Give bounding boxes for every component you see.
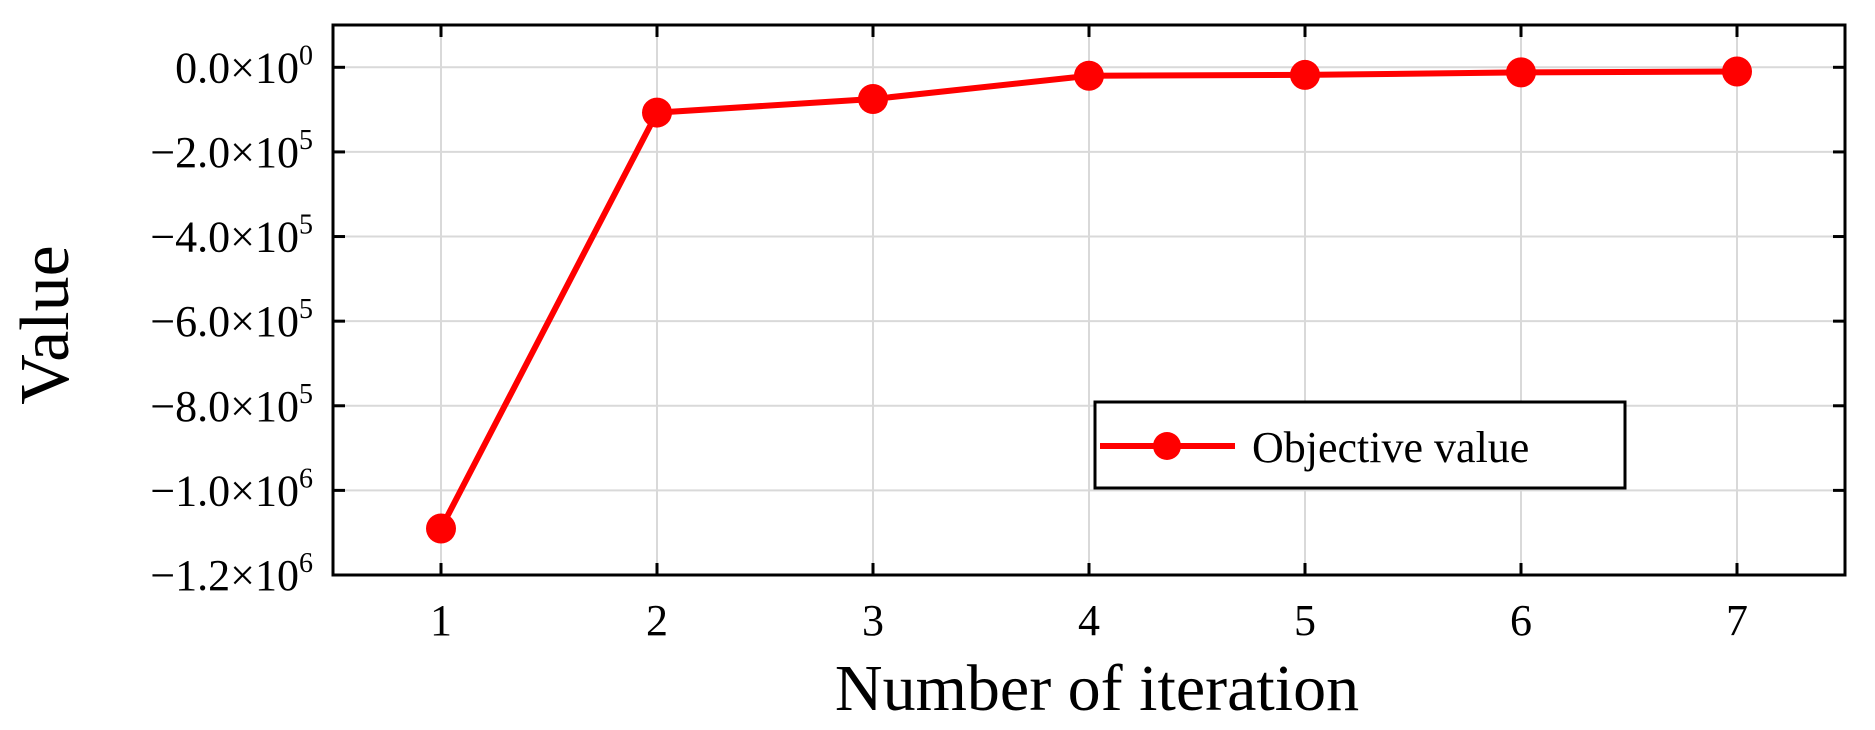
- legend-series-marker: [1153, 432, 1181, 460]
- legend-series-label: Objective value: [1252, 423, 1529, 472]
- data-point-4: [1074, 60, 1104, 91]
- x-tick-label-2: 2: [646, 596, 668, 645]
- y-axis-title: Value: [7, 245, 84, 404]
- y-tick-label-7: −1.2×106: [150, 548, 313, 600]
- x-tick-label-7: 7: [1726, 596, 1748, 645]
- legend: Objective value: [1093, 400, 1627, 490]
- y-tick-label-6: −1.0×106: [150, 463, 313, 515]
- y-tick-label-1: 0.0×100: [175, 40, 313, 92]
- x-tick-label-6: 6: [1510, 596, 1532, 645]
- y-tick-label-2: −2.0×105: [150, 125, 313, 177]
- data-point-5: [1290, 59, 1320, 90]
- data-point-1: [426, 513, 456, 544]
- data-point-7: [1722, 56, 1752, 87]
- y-tick-label-3: −4.0×105: [150, 210, 313, 262]
- x-tick-label-5: 5: [1294, 596, 1316, 645]
- series-layer: [426, 56, 1752, 544]
- data-point-3: [858, 84, 888, 115]
- y-tick-label-5: −8.0×105: [150, 379, 313, 431]
- x-axis-title: Number of iteration: [835, 652, 1359, 725]
- x-tick-label-1: 1: [430, 596, 452, 645]
- axes-layer: [331, 23, 1847, 577]
- data-point-2: [642, 97, 672, 128]
- tick-labels: 1 2 3 4 5 6 7 0.0×100 −2.0×105 −4.0×105 −6.0×105 −8…: [150, 40, 1748, 645]
- x-tick-label-3: 3: [862, 596, 884, 645]
- data-point-6: [1506, 57, 1536, 88]
- x-tick-label-4: 4: [1078, 596, 1100, 645]
- y-tick-label-4: −6.0×105: [150, 294, 313, 346]
